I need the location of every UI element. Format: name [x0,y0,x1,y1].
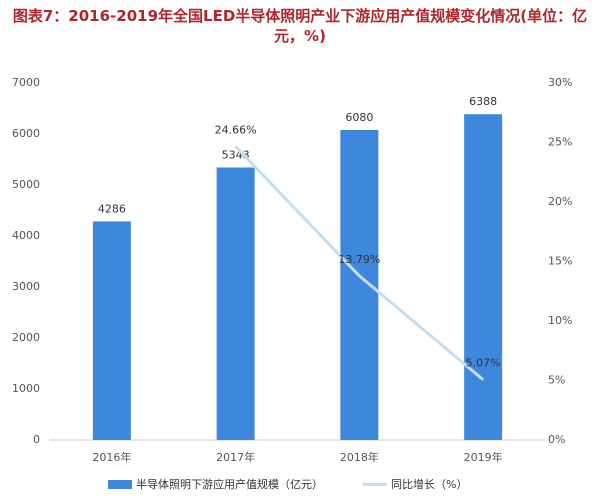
y2-tick-label: 0% [548,433,565,446]
x-tick-label: 2017年 [216,450,255,464]
bar-label: 6080 [345,111,373,124]
chart-title: 图表7：2016-2019年全国LED半导体照明产业下游应用产值规模变化情况(单… [12,7,588,45]
y2-tick-label: 25% [548,136,572,149]
y2-tick-label: 5% [548,374,565,387]
line-label: 24.66% [215,124,257,137]
bar [216,167,255,440]
line [234,145,485,381]
bar [464,114,503,440]
y-tick-label: 2000 [12,331,40,344]
bar [340,129,379,441]
legend-label: 同比增长（%） [391,477,467,491]
y-tick-label: 1000 [12,382,40,395]
bar-label: 4286 [98,202,126,215]
y2-tick-label: 20% [548,195,572,208]
y-tick-label: 0 [33,433,40,446]
line-label: 5.07% [466,357,501,370]
y2-tick-label: 10% [548,314,572,327]
y2-tick-label: 30% [548,76,572,89]
y-tick-label: 5000 [12,178,40,191]
y2-tick-label: 15% [548,255,572,268]
y-tick-label: 7000 [12,76,40,89]
y-tick-label: 6000 [12,127,40,140]
bar-label: 6388 [469,95,497,108]
x-tick-label: 2016年 [92,450,131,464]
legend-label: 半导体照明下游应用产值规模（亿元） [136,477,323,491]
line-label: 13.79% [338,253,380,266]
y-tick-label: 3000 [12,280,40,293]
x-tick-label: 2019年 [464,450,503,464]
legend-swatch [108,480,132,489]
bar [92,221,131,440]
x-tick-label: 2018年 [340,450,379,464]
y-tick-label: 4000 [12,229,40,242]
